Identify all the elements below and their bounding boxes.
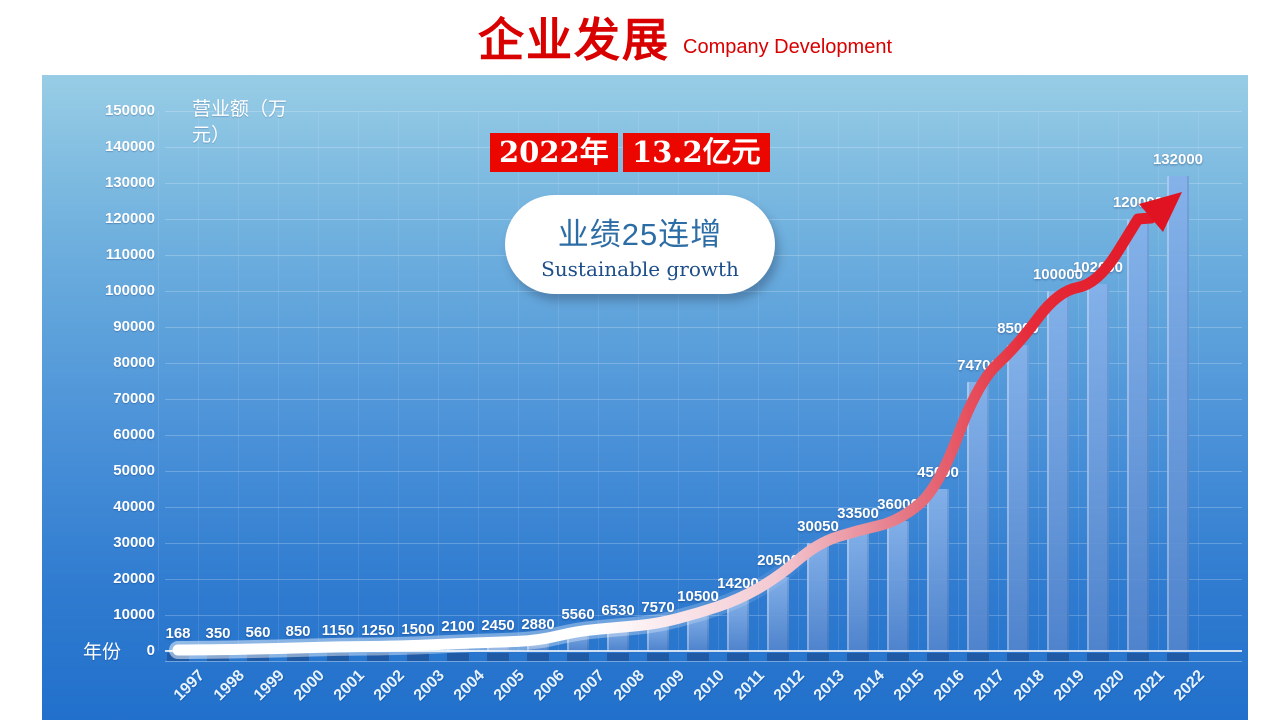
v-gridline bbox=[158, 111, 159, 651]
x-axis-title: 年份 bbox=[83, 642, 122, 663]
slide-header: 企业发展 Company Development bbox=[0, 0, 1280, 75]
y-tick-label: 140000 bbox=[104, 138, 155, 155]
y-tick-label: 10000 bbox=[113, 606, 155, 623]
y-tick-label: 20000 bbox=[113, 570, 155, 587]
bar-value-label: 132000 bbox=[1152, 150, 1204, 168]
bubble-title: 业绩25连增 bbox=[557, 217, 723, 252]
y-tick-label: 70000 bbox=[113, 390, 155, 407]
y-tick-label: 130000 bbox=[104, 174, 155, 191]
bar bbox=[1167, 175, 1189, 651]
page-title: 企业发展 bbox=[478, 14, 670, 66]
v-gridline bbox=[1198, 111, 1199, 651]
y-tick-label: 60000 bbox=[113, 426, 155, 443]
y-tick-label: 80000 bbox=[113, 354, 155, 371]
page-subtitle: Company Development bbox=[683, 36, 892, 58]
year-badge: 2022年 bbox=[490, 133, 618, 172]
y-tick-label: 110000 bbox=[105, 246, 155, 263]
y-tick-label: 0 bbox=[146, 642, 155, 659]
axis-floor-line bbox=[165, 661, 1242, 662]
bubble-subtitle: Sustainable growth bbox=[541, 257, 739, 281]
growth-bubble: 业绩25连增 Sustainable growth bbox=[505, 195, 775, 294]
y-tick-label: 50000 bbox=[113, 462, 155, 479]
y-tick-label: 40000 bbox=[113, 498, 155, 515]
y-axis-title: 营业额（万 元） bbox=[192, 97, 322, 148]
y-axis-title-line2: 元） bbox=[192, 124, 231, 146]
axis-ticks-layer: 0 10000 20000 30000 40000 50000 60000 70000 8000… bbox=[42, 75, 1248, 720]
y-tick-label: 90000 bbox=[113, 318, 155, 335]
bar-stub bbox=[1167, 653, 1189, 661]
y-axis-title-line1: 营业额（万 bbox=[192, 99, 288, 120]
h-gridline bbox=[165, 111, 1242, 112]
h-gridline bbox=[165, 183, 1242, 184]
y-tick-label: 150000 bbox=[104, 102, 155, 119]
chart-panel: 168 350 560 850 1150 1250 1500 2100 2450 2880 5560… bbox=[42, 75, 1248, 720]
amount-badge: 13.2亿元 bbox=[623, 133, 770, 172]
y-tick-label: 30000 bbox=[113, 534, 155, 551]
y-tick-label: 100000 bbox=[104, 282, 155, 299]
y-tick-label: 120000 bbox=[104, 210, 155, 227]
